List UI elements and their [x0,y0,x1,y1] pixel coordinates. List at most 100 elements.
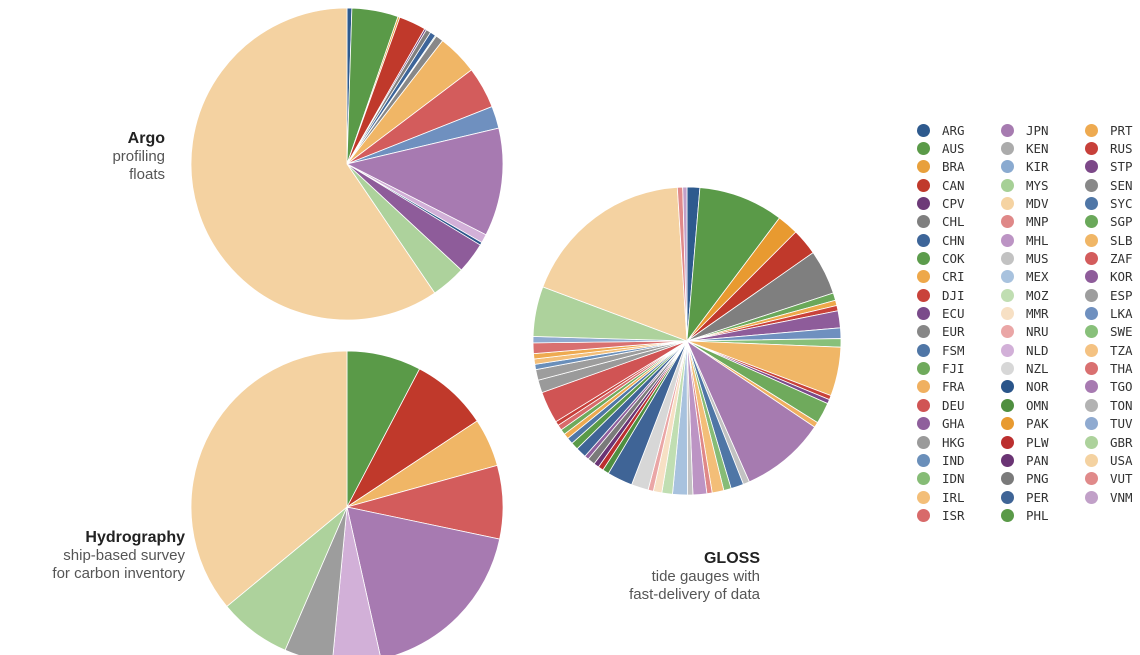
legend-swatch [1085,197,1098,211]
legend-item-mys: MYS [1001,176,1049,194]
legend-item-syc: SYC [1085,194,1133,212]
legend-swatch [1085,490,1098,504]
gloss-caption: GLOSS tide gauges with fast-delivery of … [629,550,760,604]
legend-item-png: PNG [1001,470,1049,488]
legend-swatch [1001,215,1014,229]
legend-label: PNG [1026,471,1049,487]
legend-label: ZAF [1110,251,1133,267]
legend-swatch [1001,398,1014,412]
legend-swatch [1001,160,1014,174]
pie-slice-tgo [345,127,504,236]
argo-title: Argo [127,130,165,147]
legend-swatch [917,252,930,266]
legend-label: PRT [1110,122,1133,138]
legend-label: BRA [942,159,965,175]
legend-label: PLW [1026,434,1049,450]
legend-swatch [1085,472,1098,486]
legend-swatch [1085,160,1098,174]
legend-swatch [917,123,930,137]
legend-label: ECU [942,306,965,322]
legend-label: TGO [1110,379,1133,395]
legend-item-tha: THA [1085,359,1133,377]
legend-label: ISR [942,507,965,523]
legend-item-pan: PAN [1001,451,1049,469]
legend-swatch [1001,288,1014,302]
legend-swatch [917,288,930,302]
legend-label: EUR [942,324,965,340]
legend-label: PAN [1026,452,1049,468]
pie-slice-usa [190,7,436,321]
hydrography-subtitle-line-1: ship-based survey [63,547,185,564]
legend-swatch [1085,325,1098,339]
legend-swatch [917,215,930,229]
legend-label: THA [1110,361,1133,377]
legend-item-vnm: VNM [1085,488,1133,506]
legend-label: CPV [942,196,965,212]
legend-item-tuv: TUV [1085,415,1133,433]
legend-label: HKG [942,434,965,450]
legend-label: NLD [1026,342,1049,358]
legend-swatch [1001,362,1014,376]
legend-item-vut: VUT [1085,470,1133,488]
legend-label: IDN [942,471,965,487]
legend-label: AUS [942,141,965,157]
legend-item-omn: OMN [1001,396,1049,414]
pie-slice-jpn [686,339,816,483]
hydrography-title: Hydrography [85,529,185,546]
legend-label: USA [1110,452,1133,468]
legend-item-tgo: TGO [1085,378,1133,396]
legend-label: LKA [1110,306,1133,322]
legend-label: MYS [1026,177,1049,193]
legend-label: VUT [1110,471,1133,487]
legend-item-gha: GHA [917,415,965,433]
legend-item-cpv: CPV [917,194,965,212]
legend-swatch [1001,252,1014,266]
legend-swatch [917,270,930,284]
legend-swatch [1001,472,1014,486]
legend-swatch [1001,435,1014,449]
legend-item-zaf: ZAF [1085,249,1133,267]
legend-label: FJI [942,361,965,377]
legend-item-can: CAN [917,176,965,194]
legend-swatch [1085,362,1098,376]
legend-column-3: PRT RUS STP SEN SYC SGP SLB ZAF KOR ESP LKA SWE TZA T… [1085,121,1133,506]
legend-swatch [1001,417,1014,431]
legend-swatch [1001,508,1014,522]
legend-item-mdv: MDV [1001,194,1049,212]
legend-item-kor: KOR [1085,268,1133,286]
legend-item-per: PER [1001,488,1049,506]
legend-swatch [1085,398,1098,412]
legend-swatch [1001,343,1014,357]
legend-swatch [1001,453,1014,467]
legend-item-moz: MOZ [1001,286,1049,304]
legend-item-mnp: MNP [1001,213,1049,231]
gloss-pie [532,186,842,496]
legend-label: COK [942,251,965,267]
legend-label: MMR [1026,306,1049,322]
legend-item-esp: ESP [1085,286,1133,304]
pie-slice-usa [190,350,348,608]
legend-label: FSM [942,342,965,358]
legend-item-ken: KEN [1001,139,1049,157]
legend-label: GHA [942,416,965,432]
hydrography-caption: Hydrography ship-based survey for carbon… [52,529,185,583]
legend-label: MOZ [1026,287,1049,303]
legend-item-prt: PRT [1085,121,1133,139]
legend-label: SLB [1110,232,1133,248]
legend-item-stp: STP [1085,158,1133,176]
hydrography-subtitle-line-2: for carbon inventory [52,565,185,582]
legend-item-ton: TON [1085,396,1133,414]
legend-item-nor: NOR [1001,378,1049,396]
legend-label: CRI [942,269,965,285]
legend-label: SYC [1110,196,1133,212]
legend-swatch [1085,380,1098,394]
legend-item-isr: ISR [917,506,965,524]
legend-swatch [1085,270,1098,284]
legend-swatch [1001,233,1014,247]
argo-subtitle-line-2: floats [129,166,165,183]
legend-swatch [1085,233,1098,247]
legend-item-fra: FRA [917,378,965,396]
legend-swatch [1085,417,1098,431]
legend-swatch [1085,215,1098,229]
